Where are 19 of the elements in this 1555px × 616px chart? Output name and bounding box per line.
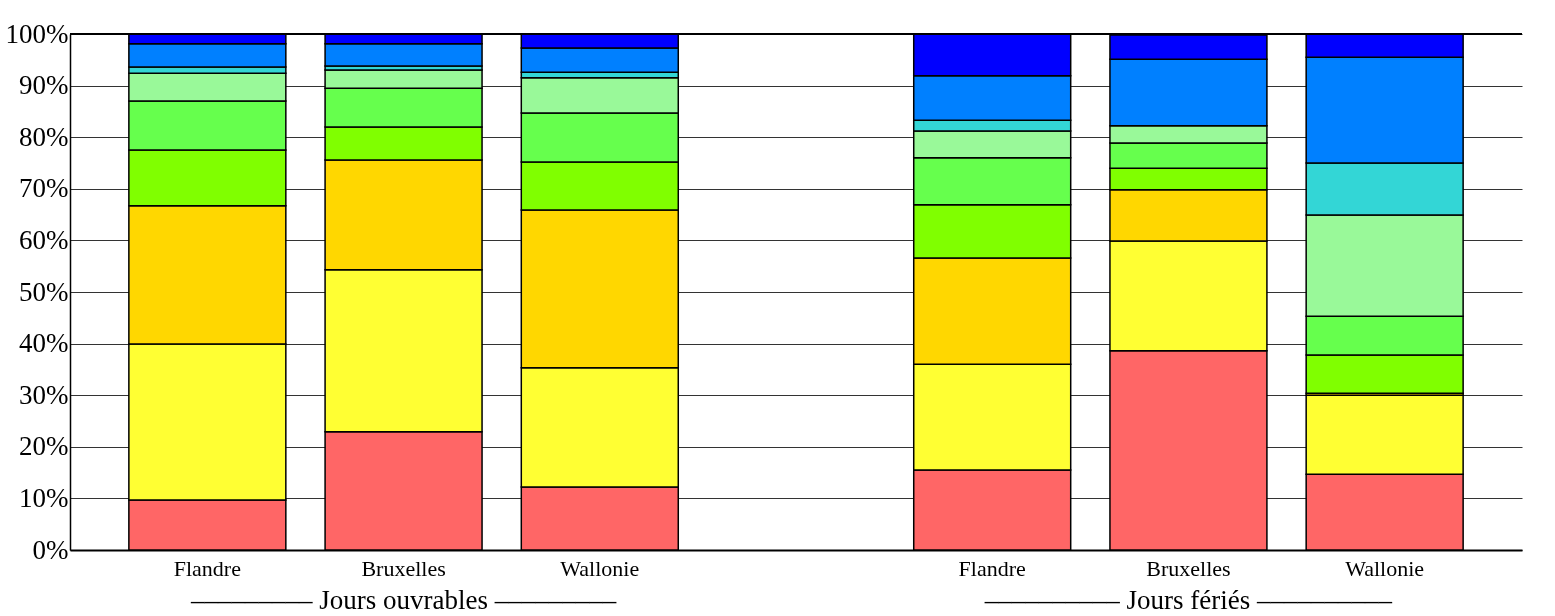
text: ––––––––– Jours ouvrables ––––––––– xyxy=(189,585,617,615)
y-tick-label: 80% xyxy=(19,121,69,152)
y-tick-label: 10% xyxy=(19,482,69,513)
x-tick-label: Flandre xyxy=(173,555,241,581)
y-tick-label: 0% xyxy=(32,534,69,565)
y-tick-label: 90% xyxy=(19,70,69,101)
y-tick-label: 50% xyxy=(19,276,69,307)
y-tick-label: 70% xyxy=(19,173,69,204)
x-tick-label: Flandre xyxy=(958,555,1026,581)
y-tick-label: 60% xyxy=(19,224,69,255)
y-tick-label: 20% xyxy=(19,431,69,462)
x-tick-label: Wallonie xyxy=(1345,555,1425,581)
x-tick-label: Bruxelles xyxy=(361,555,446,581)
y-tick-label: 30% xyxy=(19,379,69,410)
x-tick-label: Bruxelles xyxy=(1146,555,1231,581)
text: –––––––––– Jours fériés –––––––––– xyxy=(983,585,1393,615)
y-tick-label: 40% xyxy=(19,328,69,359)
y-tick-label: 100% xyxy=(5,18,69,49)
x-tick-label: Wallonie xyxy=(560,555,640,581)
